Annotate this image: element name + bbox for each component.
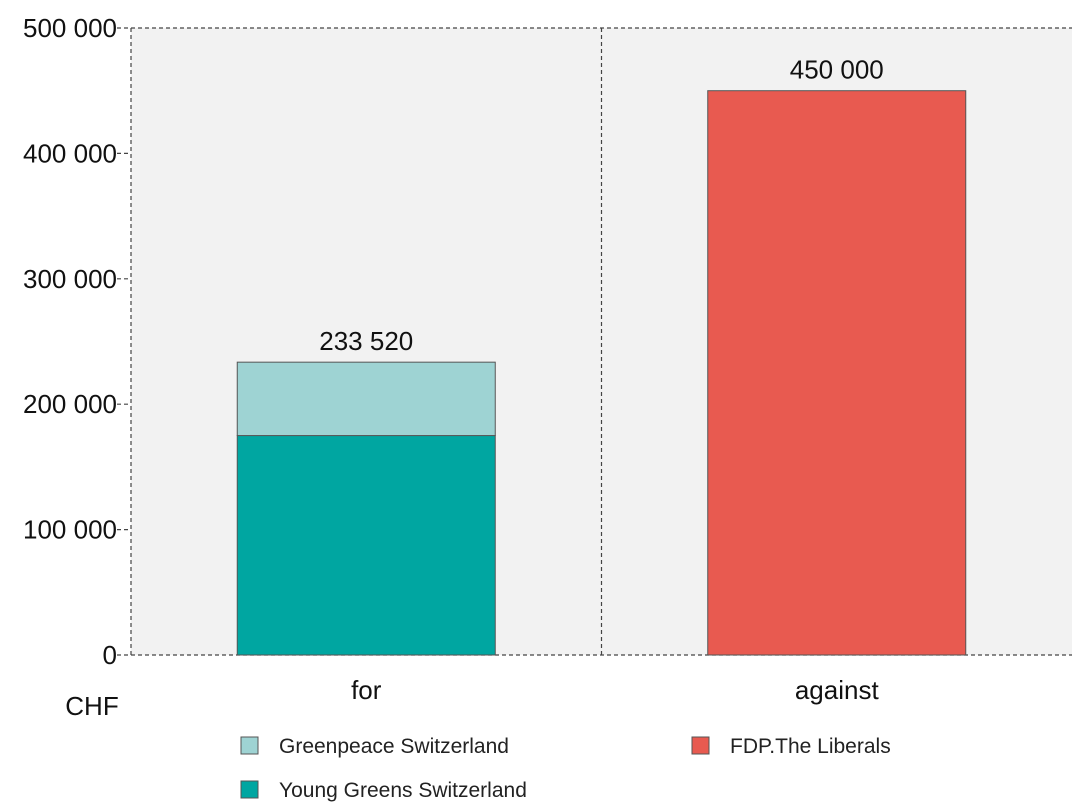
legend: Greenpeace Switzerland FDP.The Liberals Yo… — [240, 735, 891, 802]
legend-swatch — [240, 780, 259, 799]
bar-segment — [707, 90, 967, 656]
y-tick-label: 400 000 — [23, 138, 117, 168]
axes: 0 100 000 200 000 300 000 400 000 500 000 for a… — [23, 13, 879, 705]
y-tick-label: 0 — [103, 640, 117, 670]
legend-label: FDP.The Liberals — [730, 735, 891, 758]
x-category-label: against — [795, 675, 880, 705]
legend-swatch — [240, 736, 259, 755]
bar-total-label: 450 000 — [790, 55, 884, 85]
x-category-label: for — [351, 675, 382, 705]
data-labels: 233 520 450 000 — [319, 55, 883, 356]
bars — [236, 90, 967, 656]
y-tick-label: 500 000 — [23, 13, 117, 43]
y-tick-label: 300 000 — [23, 264, 117, 294]
bar-segment — [236, 435, 496, 656]
bar-total-label: 233 520 — [319, 326, 413, 356]
bar-segment — [236, 361, 496, 437]
y-tick-label: 200 000 — [23, 389, 117, 419]
legend-swatch — [691, 736, 710, 755]
legend-label: Greenpeace Switzerland — [279, 735, 509, 758]
y-tick-label: 100 000 — [23, 515, 117, 545]
y-unit-label: CHF — [65, 691, 118, 721]
legend-label: Young Greens Switzerland — [279, 779, 527, 802]
